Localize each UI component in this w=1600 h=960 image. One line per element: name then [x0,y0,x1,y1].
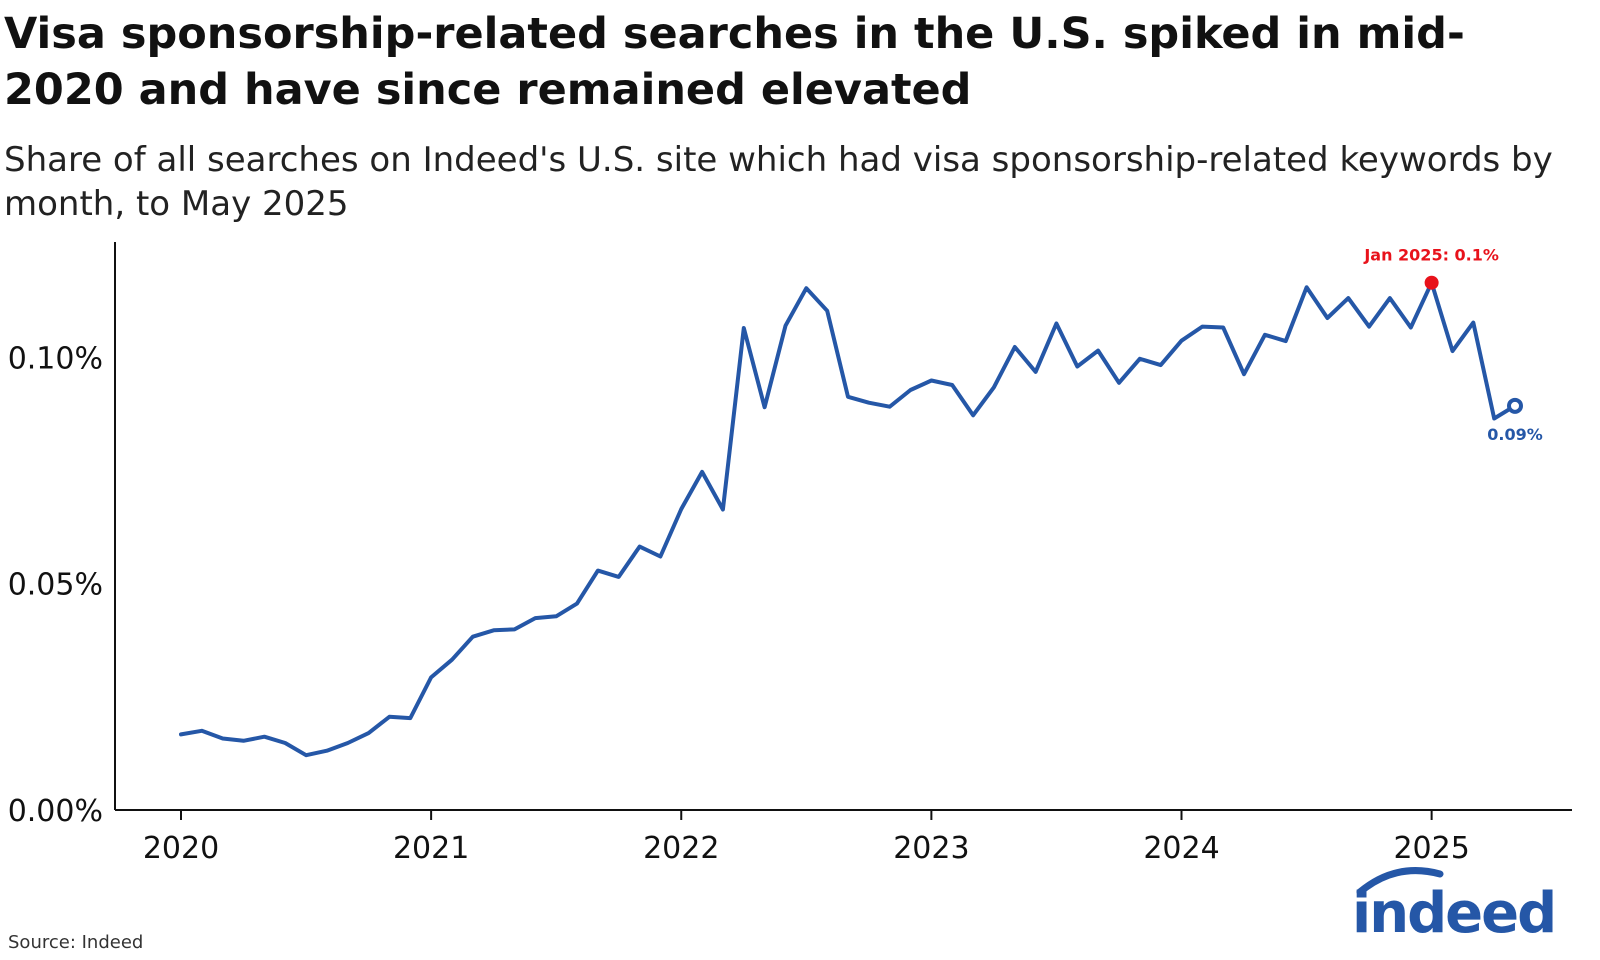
x-axis-ticks: 2020 2021 2022 2023 2024 2025 [143,810,1470,866]
x-tick-label: 2024 [1143,831,1219,866]
latest-label: 0.09% [1487,425,1543,444]
x-tick-label: 2023 [893,831,969,866]
latest-marker [1507,397,1523,414]
chart-subtitle: Share of all searches on Indeed's U.S. s… [4,140,1553,224]
chart-title: Visa sponsorship-related searches in the… [4,9,1465,115]
series-line [179,280,1517,758]
peak-marker [1424,275,1439,290]
x-tick-label: 2020 [143,831,219,866]
x-tick-label: 2021 [393,831,469,866]
x-tick-label: 2025 [1393,831,1469,866]
logo-wordmark: indeed [1352,881,1557,946]
y-tick-label: 0.05% [8,568,103,603]
logo-arc-icon [1356,867,1444,896]
y-tick-label: 0.00% [8,794,103,829]
x-tick-label: 2022 [643,831,719,866]
indeed-logo: indeed [1352,867,1578,954]
annotations: Jan 2025: 0.1% 0.09% [1363,246,1542,444]
peak-label: Jan 2025: 0.1% [1363,246,1499,265]
y-axis-ticks: 0.00% 0.05% 0.10% [8,341,103,829]
source-note: Source: Indeed [8,932,144,953]
y-tick-label: 0.10% [8,341,103,376]
